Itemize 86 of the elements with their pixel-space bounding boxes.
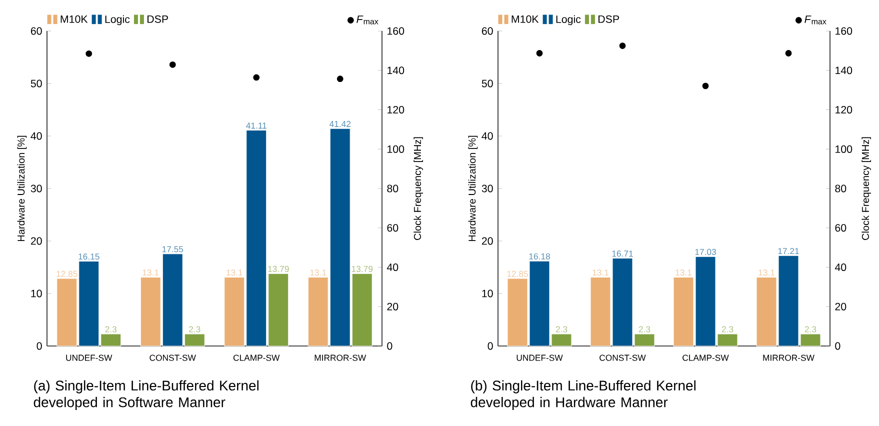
y2-tick-label: 40 — [386, 263, 398, 272]
y-tick-label: 50 — [30, 80, 42, 88]
data-label: 13.1 — [592, 270, 609, 276]
data-label: 13.1 — [758, 270, 775, 276]
y2-tick-label: 80 — [835, 184, 846, 192]
text: (b) Single-Item Line-Buffered Kernel developed in Hardware Manner — [470, 380, 696, 410]
legend-label: Logic — [556, 15, 581, 26]
y2-tick-label: 0 — [387, 342, 392, 350]
y2-tick-label: 20 — [387, 302, 398, 310]
x-tick-label: MIRROR-SW — [763, 354, 814, 361]
data-label: 12.85 — [507, 270, 528, 277]
legend-label: M10K — [512, 15, 539, 23]
legend-label: F$_{max}$ — [356, 16, 378, 24]
y-tick-label: 10 — [482, 290, 493, 298]
y2-tick-label: 40 — [834, 263, 846, 272]
legend-label: DSP — [598, 15, 619, 23]
data-label: 41.42 — [329, 120, 351, 127]
y-tick-label: 20 — [482, 237, 493, 245]
y-tick-label: 60 — [30, 27, 42, 35]
point — [169, 61, 176, 68]
point — [536, 50, 543, 56]
point — [619, 42, 626, 49]
y2-tick-label: 60 — [835, 224, 846, 232]
y2-tick-label: 0 — [835, 342, 840, 350]
x-tick-label: CLAMP-SW — [233, 354, 280, 361]
data-label: 2.3 — [638, 326, 650, 332]
point — [785, 50, 792, 56]
data-label: 2.3 — [556, 326, 568, 332]
y-axis-title: Hardware Utilization [%] — [468, 136, 478, 242]
point — [702, 82, 709, 90]
data-label: 12.85 — [56, 270, 78, 277]
x-tick-label: CONST-SW — [150, 354, 196, 361]
y2-tick-label: 120 — [836, 106, 852, 114]
legend-label: F$_{max}$ — [804, 16, 826, 24]
y2-tick-label: 100 — [836, 145, 852, 153]
y-axis-title: Hardware Utilization [%] — [17, 136, 27, 242]
y-tick-label: 50 — [482, 80, 493, 88]
x-tick-label: MIRROR-SW — [314, 354, 366, 361]
legend-label: Logic — [105, 15, 130, 26]
y2-tick-label: 80 — [387, 184, 398, 192]
y2-tick-label: 140 — [388, 66, 404, 74]
data-label: 41.11 — [246, 122, 266, 129]
y-tick-label: 30 — [30, 184, 42, 192]
y2-tick-label: 60 — [387, 224, 398, 232]
data-label: 2.3 — [722, 326, 734, 332]
data-label: 13.1 — [142, 270, 159, 276]
data-label: 17.21 — [778, 248, 799, 254]
text: (a) Single-Item Line-Buffered Kernel developed in Software Manner — [34, 380, 258, 410]
y2-axis-title: Clock Frequency [MHz] — [414, 137, 423, 240]
y2-tick-label: 160 — [388, 27, 404, 35]
data-label: 13.1 — [226, 270, 242, 276]
y-tick-label: 20 — [30, 237, 42, 245]
data-label: 17.55 — [162, 246, 184, 252]
data-label: 13.1 — [676, 270, 692, 276]
data-label: 16.71 — [612, 250, 633, 257]
x-tick-label: CONST-SW — [600, 354, 646, 361]
x-tick-label: UNDEF-SW — [66, 354, 112, 361]
data-label: 2.3 — [189, 326, 200, 332]
y-tick-label: 40 — [482, 132, 493, 140]
data-label: 16.18 — [529, 253, 550, 260]
data-label: 2.3 — [804, 326, 816, 332]
data-label: 2.3 — [105, 326, 117, 332]
legend-label: M10K — [60, 15, 88, 23]
data-label: 17.03 — [695, 248, 716, 255]
data-label: 13.79 — [268, 266, 289, 272]
y2-tick-label: 140 — [836, 66, 852, 74]
legend-label: DSP — [148, 15, 168, 23]
y-tick-label: 30 — [482, 184, 493, 192]
y-tick-label: 40 — [30, 132, 42, 140]
y2-tick-label: 100 — [388, 145, 404, 153]
point — [336, 76, 344, 82]
x-tick-label: CLAMP-SW — [682, 354, 729, 361]
x-tick-label: UNDEF-SW — [516, 354, 563, 361]
y-tick-label: 0 — [488, 342, 493, 350]
point — [253, 74, 260, 81]
data-label: 16.15 — [78, 253, 100, 260]
y2-tick-label: 160 — [836, 27, 852, 35]
y2-tick-label: 20 — [835, 302, 846, 310]
y2-tick-label: 120 — [388, 106, 404, 114]
y2-axis-title: Clock Frequency [MHz] — [862, 137, 871, 240]
y-tick-label: 60 — [482, 27, 493, 35]
y-tick-label: 10 — [31, 290, 42, 298]
data-label: 13.1 — [310, 270, 326, 276]
data-label: 13.79 — [352, 266, 373, 272]
y-tick-label: 0 — [36, 342, 42, 350]
point — [86, 50, 92, 57]
